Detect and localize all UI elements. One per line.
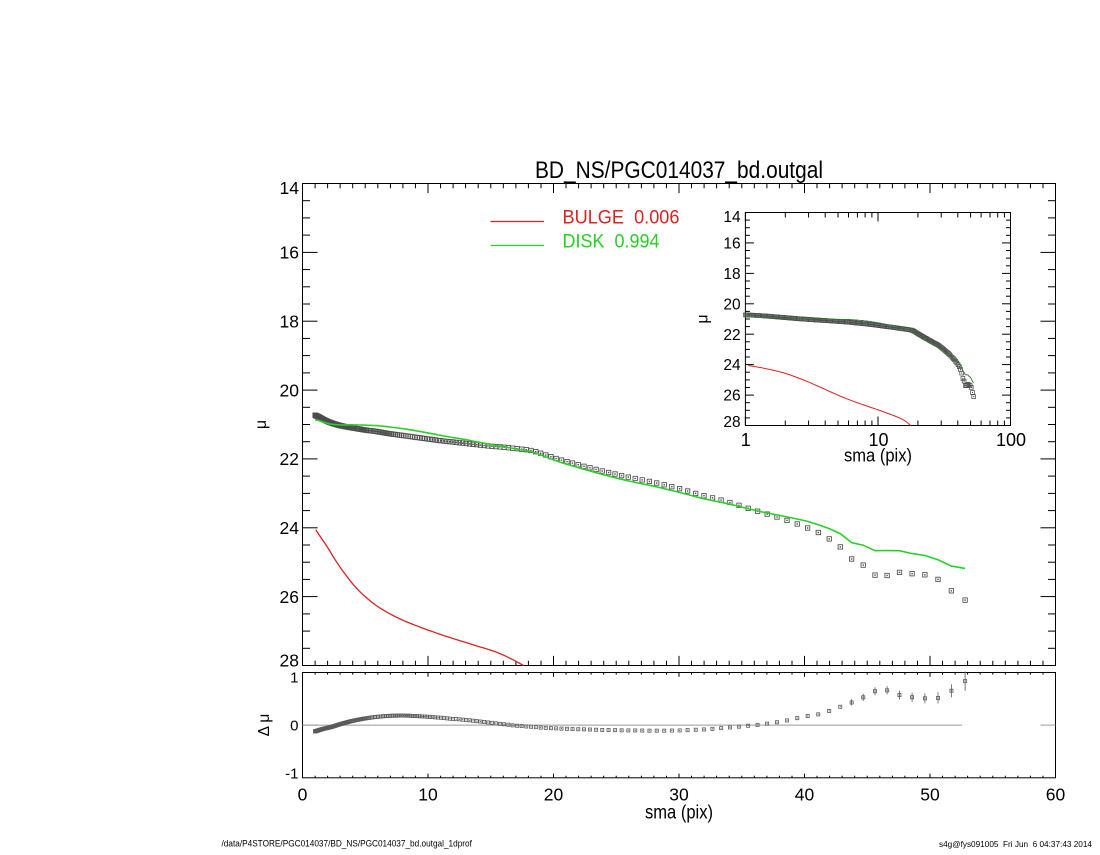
svg-text:18: 18 bbox=[280, 312, 299, 332]
svg-text:BD_NS/PGC014037_bd.outgal: BD_NS/PGC014037_bd.outgal bbox=[535, 157, 823, 184]
svg-text:BULGE 0.006: BULGE 0.006 bbox=[563, 208, 680, 229]
svg-text:1: 1 bbox=[741, 430, 751, 450]
svg-text:1: 1 bbox=[290, 670, 298, 687]
svg-text:16: 16 bbox=[723, 236, 740, 253]
svg-text:μ: μ bbox=[695, 314, 712, 323]
svg-text:sma (pix): sma (pix) bbox=[844, 446, 912, 466]
svg-text:22: 22 bbox=[280, 449, 299, 469]
svg-text:μ: μ bbox=[253, 420, 270, 429]
svg-text:24: 24 bbox=[280, 518, 300, 538]
svg-text:10: 10 bbox=[418, 785, 438, 805]
svg-text:100: 100 bbox=[996, 430, 1026, 450]
svg-text:40: 40 bbox=[795, 785, 815, 805]
svg-text:10: 10 bbox=[868, 430, 888, 450]
svg-text:DISK 0.994: DISK 0.994 bbox=[563, 232, 660, 253]
svg-text:20: 20 bbox=[723, 296, 741, 313]
svg-text:Δ μ: Δ μ bbox=[256, 714, 273, 737]
svg-text:16: 16 bbox=[280, 243, 299, 263]
svg-text:-1: -1 bbox=[285, 765, 298, 782]
svg-text:18: 18 bbox=[723, 266, 740, 283]
svg-text:24: 24 bbox=[723, 357, 741, 374]
svg-text:s4g@fys091005 Fri Jun 6 04:3: s4g@fys091005 Fri Jun 6 04:37:43 2014 bbox=[939, 839, 1092, 849]
svg-text:14: 14 bbox=[280, 178, 300, 198]
svg-text:22: 22 bbox=[723, 327, 740, 344]
svg-text:/data/P4STORE/PGC014037/BD_NS/: /data/P4STORE/PGC014037/BD_NS/PGC014037_… bbox=[222, 839, 473, 849]
svg-text:26: 26 bbox=[280, 587, 299, 607]
svg-text:26: 26 bbox=[723, 388, 740, 405]
svg-text:0: 0 bbox=[298, 785, 308, 805]
svg-text:28: 28 bbox=[723, 414, 740, 431]
svg-text:50: 50 bbox=[920, 785, 940, 805]
svg-text:14: 14 bbox=[723, 209, 741, 226]
svg-text:28: 28 bbox=[280, 651, 299, 671]
svg-text:20: 20 bbox=[544, 785, 564, 805]
svg-text:20: 20 bbox=[280, 380, 300, 400]
svg-text:sma (pix): sma (pix) bbox=[645, 802, 713, 823]
svg-text:60: 60 bbox=[1046, 785, 1066, 805]
svg-text:0: 0 bbox=[290, 718, 298, 735]
svg-text:30: 30 bbox=[669, 785, 689, 805]
